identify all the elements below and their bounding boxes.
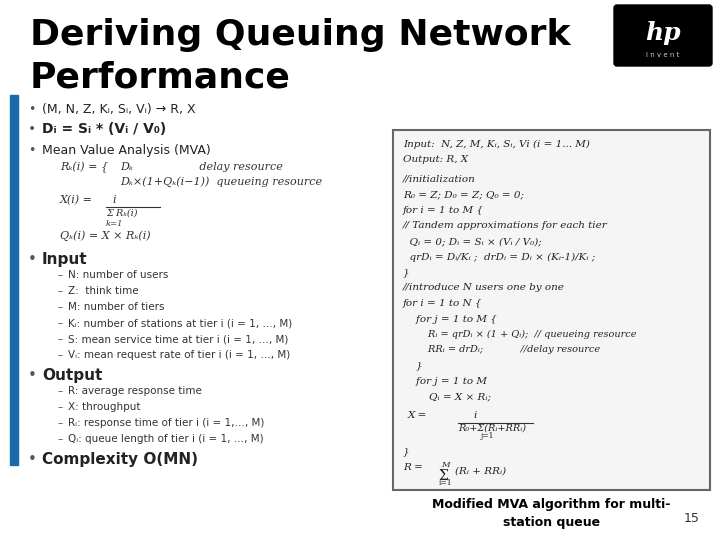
Text: M: number of tiers: M: number of tiers <box>68 302 164 312</box>
Text: Rₖ(i) = {: Rₖ(i) = { <box>60 162 108 173</box>
Text: Output: R, X: Output: R, X <box>403 156 468 165</box>
Text: Qᵢ = 0; Dᵢ = Sᵢ × (Vᵢ / V₀);: Qᵢ = 0; Dᵢ = Sᵢ × (Vᵢ / V₀); <box>403 237 541 246</box>
Text: –: – <box>58 286 63 296</box>
Bar <box>10 95 18 465</box>
Text: –: – <box>58 302 63 312</box>
Text: for j = 1 to M: for j = 1 to M <box>403 376 487 386</box>
Text: •: • <box>28 144 35 157</box>
Text: for j = 1 to M {: for j = 1 to M { <box>403 314 497 323</box>
Text: (M, N, Z, Kᵢ, Sᵢ, Vᵢ) → R, X: (M, N, Z, Kᵢ, Sᵢ, Vᵢ) → R, X <box>42 103 196 116</box>
Text: hp: hp <box>645 21 681 45</box>
Text: Output: Output <box>42 368 102 383</box>
Text: Kᵢ: number of stations at tier i (i = 1, …, M): Kᵢ: number of stations at tier i (i = 1,… <box>68 318 292 328</box>
Text: //introduce N users one by one: //introduce N users one by one <box>403 284 565 293</box>
Text: RRᵢ = drDᵢ;            //delay resource: RRᵢ = drDᵢ; //delay resource <box>403 346 600 354</box>
Text: Deriving Queuing Network: Deriving Queuing Network <box>30 18 570 52</box>
Text: Mean Value Analysis (MVA): Mean Value Analysis (MVA) <box>42 144 211 157</box>
Text: R₀+Σ(Rᵢ+RRᵢ): R₀+Σ(Rᵢ+RRᵢ) <box>458 423 526 433</box>
Text: –: – <box>58 334 63 344</box>
Text: M: M <box>441 461 449 469</box>
Text: Qₖ(i) = X × Rₖ(i): Qₖ(i) = X × Rₖ(i) <box>60 230 150 241</box>
Text: •: • <box>28 368 37 383</box>
Text: •: • <box>28 103 35 116</box>
Text: –: – <box>58 402 63 412</box>
Text: Qᵢ: queue length of tier i (i = 1, …, M): Qᵢ: queue length of tier i (i = 1, …, M) <box>68 434 264 444</box>
Text: Input: Input <box>42 252 88 267</box>
Text: •: • <box>28 452 37 467</box>
Text: –: – <box>58 386 63 396</box>
Text: i n v e n t: i n v e n t <box>647 52 680 58</box>
Text: Dₖ                   delay resource: Dₖ delay resource <box>120 162 283 172</box>
Text: X: throughput: X: throughput <box>68 402 140 412</box>
Text: Complexity O(MN): Complexity O(MN) <box>42 452 198 467</box>
Text: S: mean service time at tier i (i = 1, …, M): S: mean service time at tier i (i = 1, …… <box>68 334 289 344</box>
Text: for i = 1 to M {: for i = 1 to M { <box>403 206 484 215</box>
Text: i=1: i=1 <box>439 479 453 487</box>
Text: //initialization: //initialization <box>403 175 476 184</box>
Text: (Rᵢ + RRᵢ): (Rᵢ + RRᵢ) <box>455 467 506 476</box>
Text: X(i) =: X(i) = <box>60 195 93 205</box>
Bar <box>393 130 710 490</box>
Text: Qᵢ = X × Rᵢ;: Qᵢ = X × Rᵢ; <box>403 392 491 401</box>
Text: –: – <box>58 434 63 444</box>
Text: qrDᵢ = Dᵢ/Kᵢ ;  drDᵢ = Dᵢ × (Kᵢ-1)/Kᵢ ;: qrDᵢ = Dᵢ/Kᵢ ; drDᵢ = Dᵢ × (Kᵢ-1)/Kᵢ ; <box>403 253 595 261</box>
Text: –: – <box>58 270 63 280</box>
Text: k=1: k=1 <box>106 220 124 228</box>
Text: R: average response time: R: average response time <box>68 386 202 396</box>
Text: i: i <box>473 410 477 420</box>
Text: for i = 1 to N {: for i = 1 to N { <box>403 299 482 308</box>
Text: // Tandem approximations for each tier: // Tandem approximations for each tier <box>403 221 608 231</box>
Text: }: } <box>403 448 410 456</box>
Text: Dᵢ = Sᵢ * (Vᵢ / V₀): Dᵢ = Sᵢ * (Vᵢ / V₀) <box>42 122 166 136</box>
Text: R₀ = Z; D₀ = Z; Q₀ = 0;: R₀ = Z; D₀ = Z; Q₀ = 0; <box>403 191 524 199</box>
Text: Performance: Performance <box>30 60 291 94</box>
Text: 15: 15 <box>684 512 700 525</box>
Text: –: – <box>58 350 63 360</box>
Text: Σ Rₖ(i): Σ Rₖ(i) <box>106 209 138 218</box>
Text: •: • <box>28 122 36 136</box>
Text: X =: X = <box>408 410 428 420</box>
Text: Vᵢ: mean request rate of tier i (i = 1, …, M): Vᵢ: mean request rate of tier i (i = 1, … <box>68 350 290 360</box>
Text: N: number of users: N: number of users <box>68 270 168 280</box>
Text: Input:  N, Z, M, Kᵢ, Sᵢ, Vi (i = 1... M): Input: N, Z, M, Kᵢ, Sᵢ, Vi (i = 1... M) <box>403 140 590 149</box>
Text: R =: R = <box>403 463 423 472</box>
Text: Dₖ×(1+Qₖ(i−1))  queueing resource: Dₖ×(1+Qₖ(i−1)) queueing resource <box>120 176 322 187</box>
Text: –: – <box>58 318 63 328</box>
Text: Rᵢ: response time of tier i (i = 1,…, M): Rᵢ: response time of tier i (i = 1,…, M) <box>68 418 264 428</box>
FancyBboxPatch shape <box>614 5 712 66</box>
Text: j=1: j=1 <box>481 433 495 441</box>
Text: •: • <box>28 252 37 267</box>
Text: Rᵢ = qrDᵢ × (1 + Qᵢ);  // queueing resource: Rᵢ = qrDᵢ × (1 + Qᵢ); // queueing resour… <box>403 330 636 339</box>
Text: }: } <box>403 268 410 277</box>
Text: i: i <box>112 195 115 205</box>
Text: Σ: Σ <box>438 469 448 483</box>
Text: }: } <box>403 361 423 370</box>
Text: –: – <box>58 418 63 428</box>
Text: Z:  think time: Z: think time <box>68 286 139 296</box>
Text: Modified MVA algorithm for multi-
station queue: Modified MVA algorithm for multi- statio… <box>432 498 671 529</box>
